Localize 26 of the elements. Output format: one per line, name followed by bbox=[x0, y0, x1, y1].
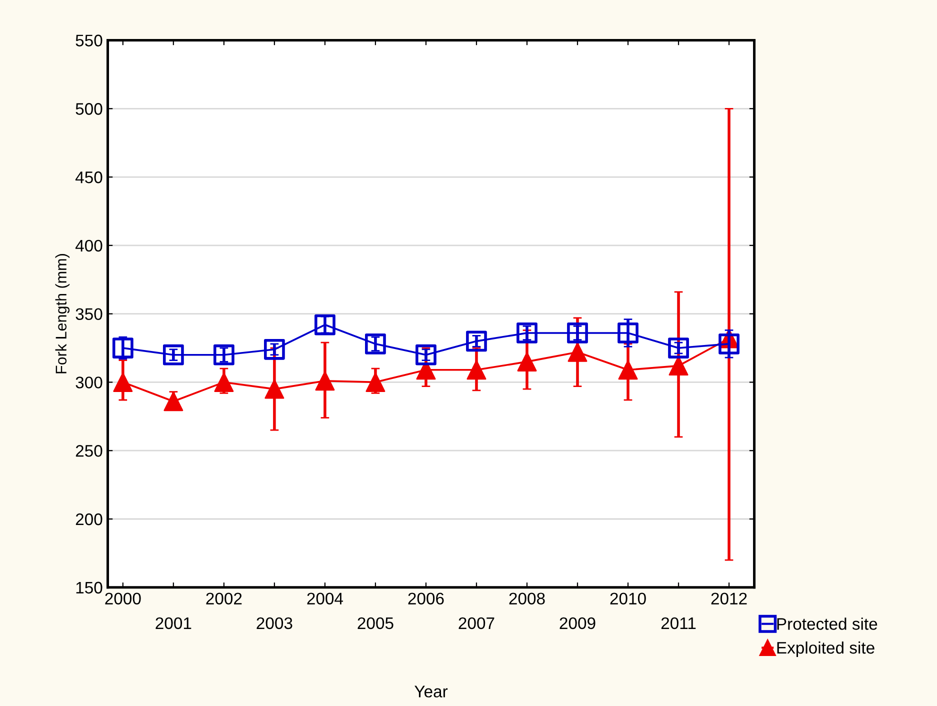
x-tick-label: 2012 bbox=[711, 592, 747, 604]
x-axis-title: Year bbox=[414, 686, 448, 698]
x-tick-label: 2007 bbox=[458, 617, 494, 630]
y-tick-label: 550 bbox=[76, 34, 102, 46]
x-tick-label: 2010 bbox=[610, 592, 646, 604]
x-tick-label: 2001 bbox=[156, 617, 192, 630]
x-tick-label: 2006 bbox=[408, 592, 444, 604]
x-tick-label: 2009 bbox=[560, 617, 596, 630]
x-tick-label: 2002 bbox=[206, 592, 242, 604]
y-axis-title: Fork Length (mm) bbox=[55, 254, 70, 374]
y-tick-label: 350 bbox=[76, 308, 102, 320]
y-tick-label: 250 bbox=[76, 445, 102, 457]
x-tick-label: 2004 bbox=[307, 592, 343, 604]
y-tick-label: 450 bbox=[75, 171, 102, 184]
y-tick-label: 300 bbox=[76, 376, 102, 388]
x-tick-label: 2003 bbox=[256, 617, 292, 630]
y-tick-label: 150 bbox=[76, 582, 102, 594]
x-tick-label: 2005 bbox=[358, 617, 394, 630]
x-tick-label: 2011 bbox=[661, 617, 696, 630]
y-tick-label: 200 bbox=[76, 513, 102, 526]
legend-label: Protected site bbox=[777, 618, 878, 630]
y-tick-label: 400 bbox=[75, 240, 102, 252]
x-tick-label: 2000 bbox=[105, 592, 141, 604]
y-tick-label: 500 bbox=[76, 103, 102, 115]
legend-label: Exploited site bbox=[777, 641, 874, 658]
x-tick-label: 2008 bbox=[509, 592, 545, 604]
